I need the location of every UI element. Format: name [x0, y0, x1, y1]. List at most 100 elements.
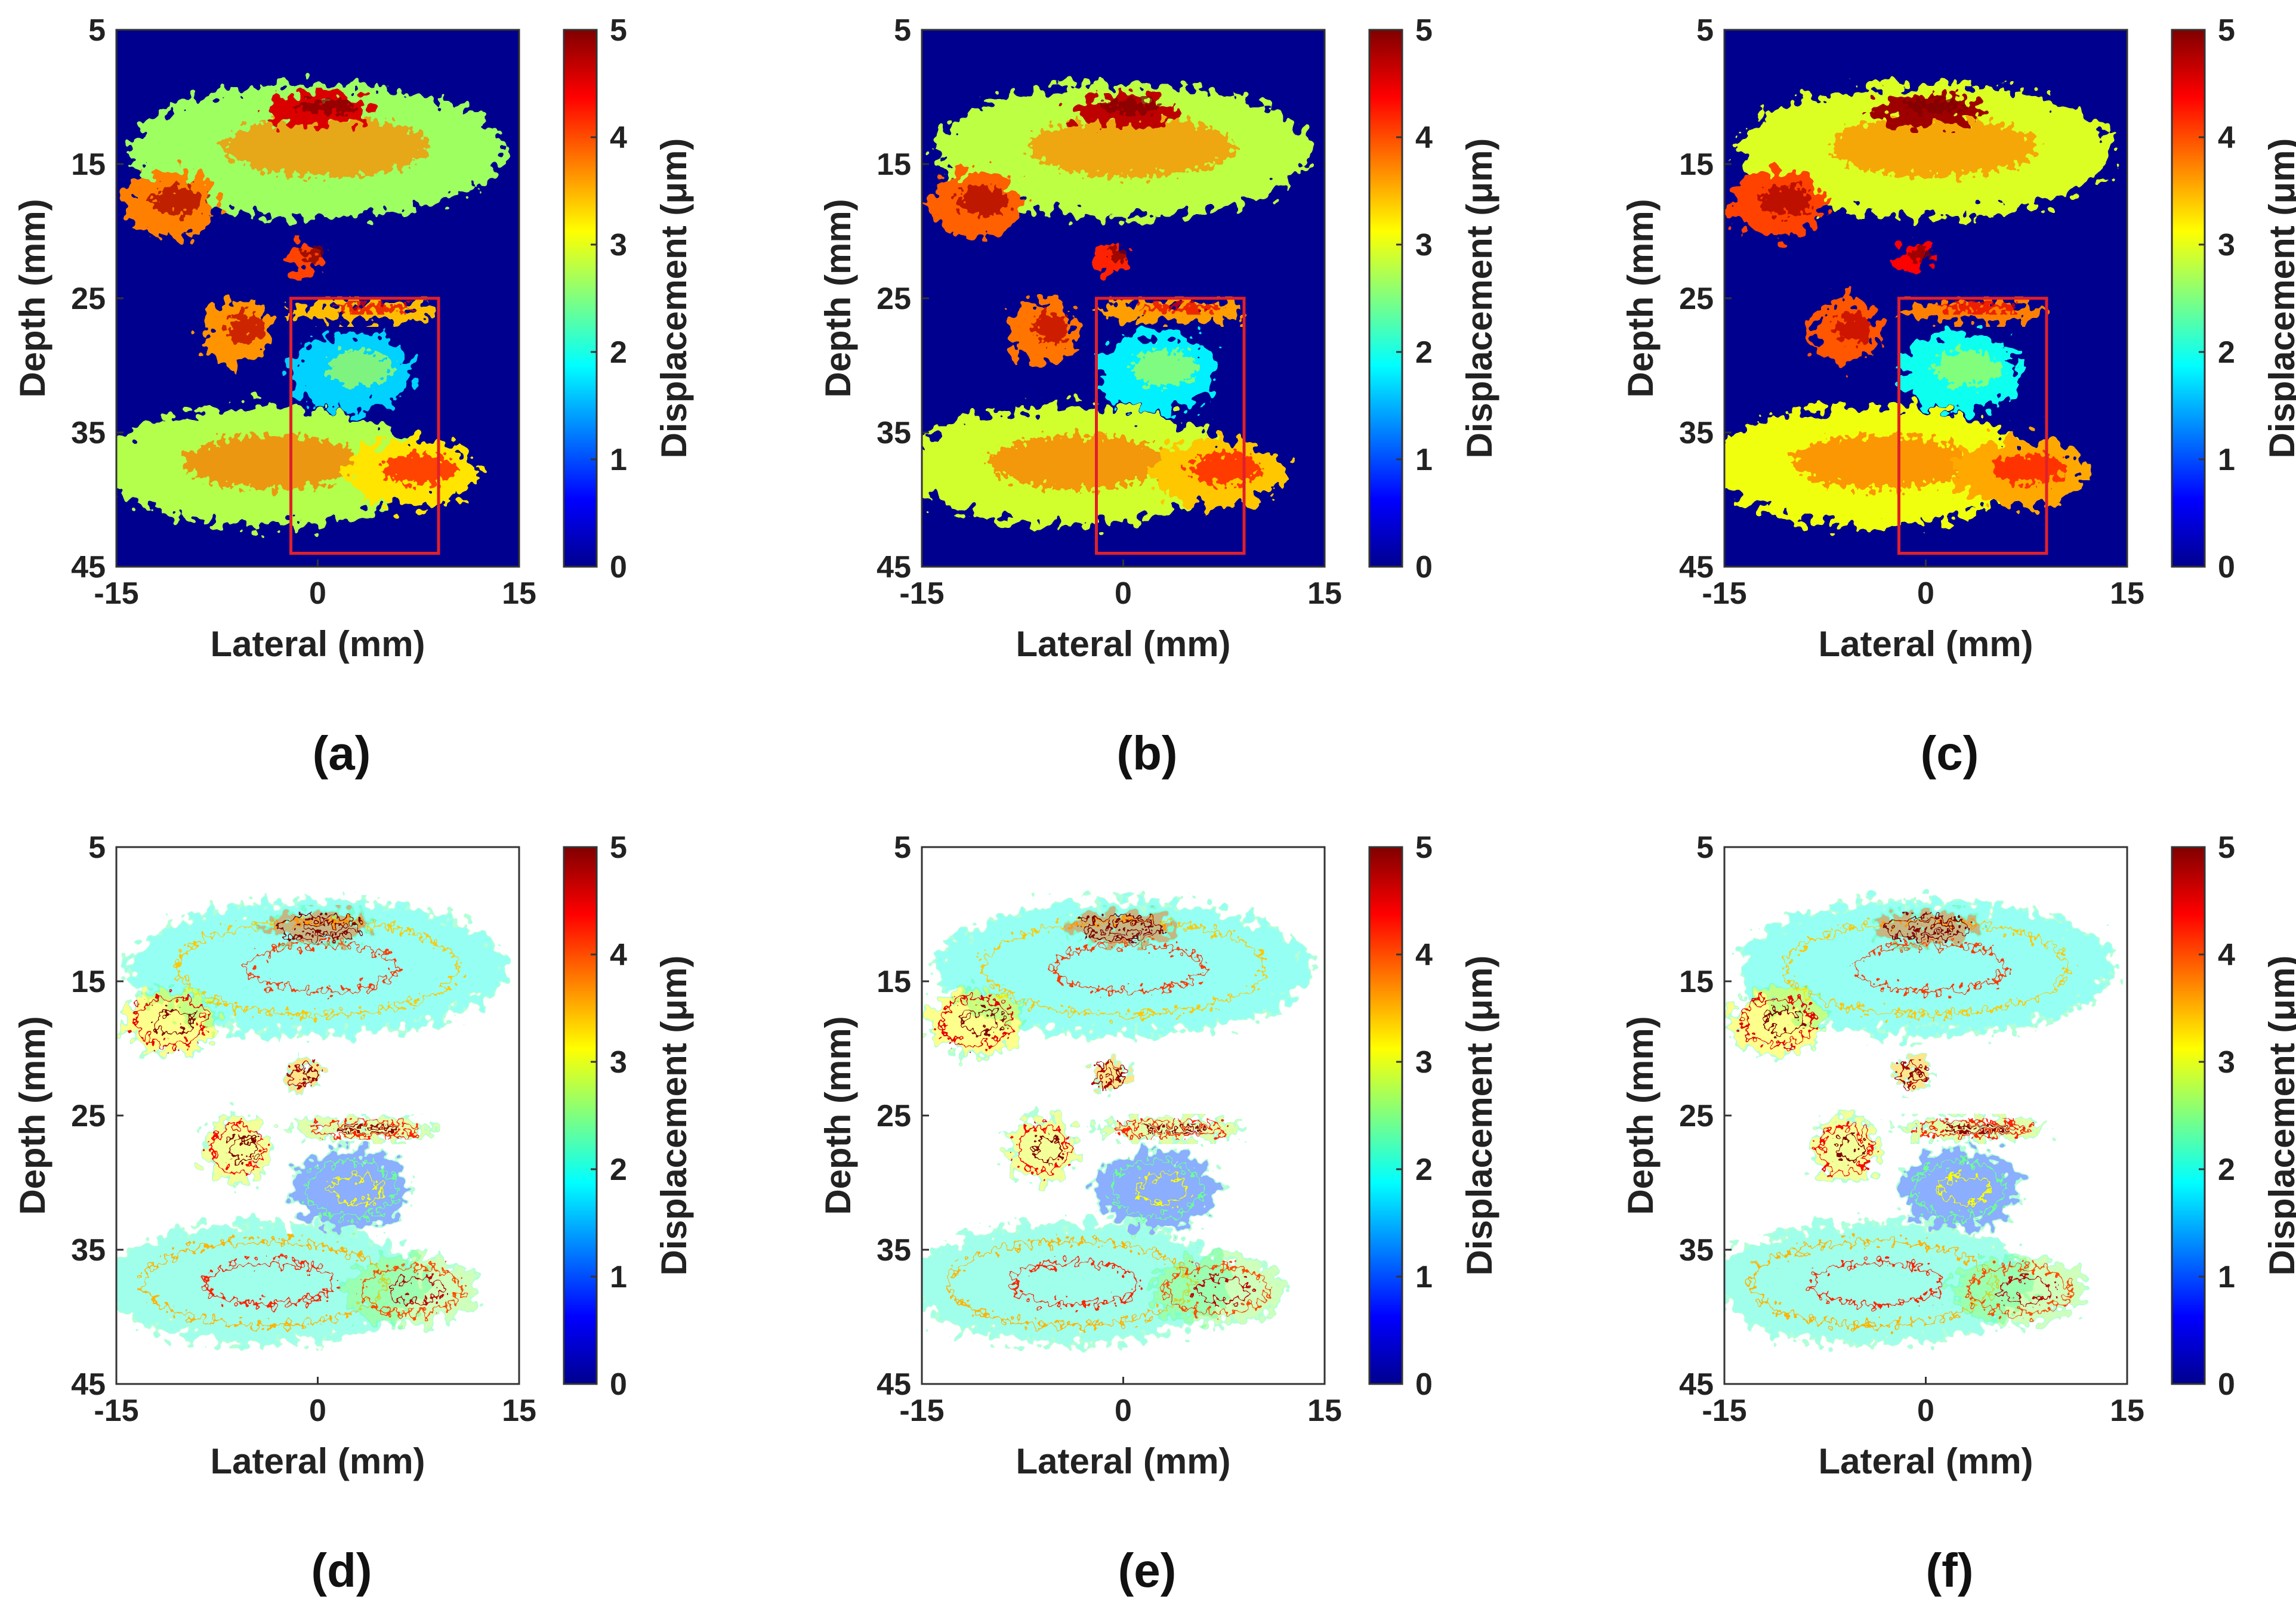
- region-lower-right-contour: [1165, 1265, 1269, 1315]
- region-left-blob-contour: [1016, 1124, 1069, 1174]
- displacement-map: [116, 84, 506, 527]
- y-tick-label: 45: [71, 550, 106, 585]
- region-upper-band-core: [1830, 116, 2038, 177]
- region-left-blob-contour: [1819, 1124, 1872, 1174]
- colorbar-tick-label: 5: [2218, 830, 2235, 865]
- region-left-hot-area-core: [152, 185, 204, 216]
- y-tick-label: 45: [71, 1367, 106, 1402]
- x-tick-label: 0: [1917, 576, 1934, 611]
- region-inclusion-core: [1934, 350, 2001, 387]
- y-axis-label: Depth (mm): [1621, 199, 1661, 397]
- x-tick-label: 15: [2110, 1394, 2144, 1428]
- colorbar: [2171, 29, 2206, 568]
- region-small-blob-core: [1108, 246, 1128, 261]
- region-lower-band-core: [183, 434, 361, 490]
- y-tick-label: 45: [877, 1367, 911, 1402]
- region-inclusion-inner-contour: [1939, 1174, 1991, 1205]
- y-axis-label: Depth (mm): [13, 1016, 53, 1215]
- y-tick-label: 5: [1696, 830, 1714, 865]
- roi-box: [1095, 296, 1246, 555]
- x-tick-label: -15: [94, 576, 138, 611]
- region-lower-right-inner-contour: [389, 1277, 445, 1303]
- region-inclusion-core: [326, 350, 393, 387]
- x-tick-label: 0: [1115, 1394, 1132, 1428]
- region-left-hot-area-contour: [133, 997, 207, 1046]
- region-inclusion-inner-contour: [331, 1174, 382, 1205]
- colorbar: [1368, 29, 1403, 568]
- region-upper-hot-spot-core: [1101, 99, 1161, 114]
- colorbar-tick-label: 5: [1415, 830, 1433, 865]
- panel-label: (d): [311, 1544, 372, 1597]
- colorbar-tick-label: 4: [2218, 938, 2235, 972]
- colorbar-tick-label: 1: [2218, 443, 2235, 477]
- region-upper-hot-spot-inner-contour: [300, 920, 346, 935]
- y-tick-label: 45: [1679, 550, 1714, 585]
- x-axis-label: Lateral (mm): [1016, 624, 1230, 664]
- y-tick-label: 35: [1679, 416, 1714, 450]
- panel-label: (b): [1116, 727, 1177, 780]
- colorbar-tick-label: 0: [2218, 1367, 2235, 1402]
- region-inclusion-core: [1131, 350, 1198, 387]
- region-small-blob-core: [1911, 246, 1930, 261]
- region-arc-inner-contour: [339, 1124, 401, 1134]
- displacement-map: [1724, 84, 2114, 527]
- x-tick-label: 0: [309, 1394, 326, 1428]
- colorbar-tick-label: 4: [610, 938, 627, 972]
- y-tick-label: 35: [877, 416, 911, 450]
- y-axis-label: Depth (mm): [13, 199, 53, 397]
- region-lower-band-inner-contour: [1009, 1260, 1141, 1306]
- colorbar-tick-label: 2: [610, 335, 627, 370]
- region-inclusion-contour: [1110, 1160, 1203, 1219]
- x-tick-label: 15: [1307, 576, 1342, 611]
- region-lower-right-inner-contour: [1997, 1277, 2053, 1303]
- y-tick-label: 15: [877, 147, 911, 182]
- y-tick-label: 25: [71, 1099, 106, 1133]
- panel-label: (e): [1118, 1544, 1177, 1597]
- region-lower-right-contour: [1968, 1265, 2072, 1315]
- colorbar-tick-label: 1: [2218, 1260, 2235, 1294]
- x-tick-label: -15: [1702, 1394, 1746, 1428]
- y-tick-label: 35: [1679, 1233, 1714, 1268]
- displacement-map: [116, 899, 507, 1345]
- roi-box: [289, 296, 440, 555]
- region-inclusion-inner-contour: [1137, 1174, 1188, 1205]
- y-tick-label: 5: [894, 830, 911, 865]
- colorbar-tick-label: 4: [2218, 121, 2235, 155]
- region-arc-inner-contour: [1144, 1124, 1206, 1134]
- colorbar-tick-label: 0: [610, 1367, 627, 1402]
- colorbar-tick-label: 4: [610, 121, 627, 155]
- y-tick-label: 5: [894, 13, 911, 48]
- region-upper-band-core: [1027, 116, 1235, 177]
- region-lower-right-inner-contour: [1195, 1277, 1251, 1303]
- colorbar-tick-label: 1: [1415, 1260, 1433, 1294]
- region-lower-right-core: [1188, 453, 1263, 484]
- x-tick-label: 0: [1115, 576, 1132, 611]
- region-arc-contour: [1113, 1120, 1227, 1138]
- region-left-blob-core: [227, 313, 264, 343]
- colorbar-tick-label: 5: [610, 830, 627, 865]
- x-axis-label: Lateral (mm): [1016, 1441, 1230, 1481]
- colorbar-tick-label: 0: [610, 550, 627, 585]
- region-left-blob-core: [1835, 313, 1872, 343]
- region-left-blob-contour: [211, 1124, 264, 1174]
- region-small-blob-inner-contour: [1107, 1068, 1124, 1082]
- colorbar: [2171, 846, 2206, 1385]
- region-inclusion-contour: [304, 1160, 398, 1219]
- colorbar-tick-label: 1: [610, 443, 627, 477]
- colorbar-tick-label: 0: [1415, 1367, 1433, 1402]
- region-left-hot-area-core: [958, 185, 1010, 216]
- colorbar-tick-label: 3: [1415, 1045, 1433, 1080]
- x-tick-label: 0: [1917, 1394, 1934, 1428]
- region-upper-hot-spot-core: [296, 99, 356, 114]
- colorbar-tick-label: 4: [1415, 938, 1433, 972]
- y-tick-label: 25: [1679, 282, 1714, 316]
- colorbar-tick-label: 4: [1415, 121, 1433, 155]
- region-lower-band-core: [1791, 434, 1969, 490]
- colorbar: [563, 29, 598, 568]
- region-upper-hot-spot-inner-contour: [1106, 920, 1152, 935]
